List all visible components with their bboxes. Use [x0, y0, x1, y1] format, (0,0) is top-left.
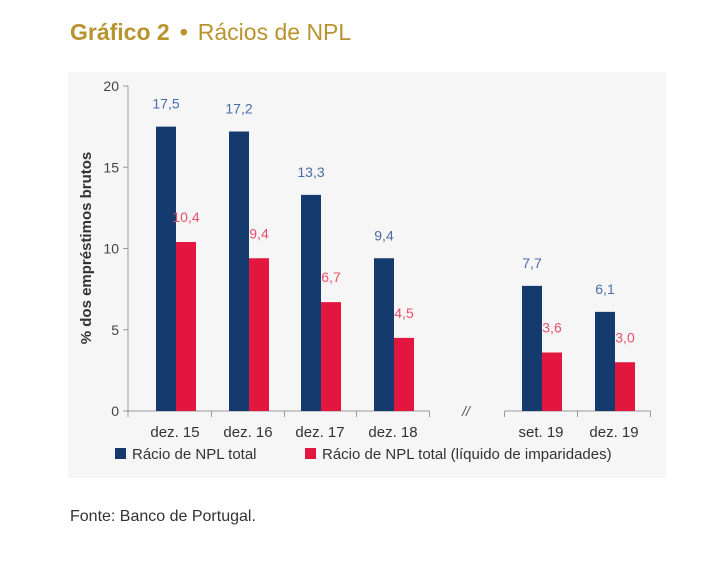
- bar-npl-net: [249, 258, 269, 411]
- legend-label-npl-net: Rácio de NPL total (líquido de imparidad…: [322, 446, 612, 463]
- data-label-npl-total: 17,5: [152, 96, 179, 112]
- bar-npl-net: [615, 362, 635, 411]
- source-note: Fonte: Banco de Portugal.: [70, 508, 256, 525]
- y-tick-label: 5: [111, 322, 119, 338]
- data-label-npl-total: 7,7: [522, 255, 542, 271]
- data-label-npl-net: 3,6: [542, 320, 562, 336]
- figure-number: Gráfico 2: [70, 19, 170, 45]
- figure-title-text: Rácios de NPL: [197, 19, 352, 45]
- axis-break-mark: //: [461, 403, 472, 419]
- data-label-npl-total: 6,1: [595, 281, 615, 297]
- x-tick-label: dez. 18: [368, 424, 417, 441]
- y-tick-label: 10: [103, 241, 119, 257]
- y-tick-label: 0: [111, 403, 119, 419]
- bar-npl-total: [156, 126, 176, 411]
- legend-swatch-npl-net: [305, 448, 316, 459]
- y-tick-label: 15: [103, 159, 119, 175]
- y-tick-label: 20: [103, 78, 119, 94]
- legend-swatch-npl-total: [115, 448, 126, 459]
- x-tick-label: dez. 15: [150, 424, 199, 441]
- y-axis-title: % dos empréstimos brutos: [78, 152, 95, 345]
- data-label-npl-net: 3,0: [615, 329, 635, 345]
- title-separator: •: [179, 19, 188, 45]
- data-label-npl-total: 13,3: [297, 164, 324, 180]
- data-label-npl-net: 9,4: [249, 225, 269, 241]
- bar-npl-total: [522, 285, 542, 411]
- data-label-npl-net: 6,7: [321, 269, 341, 285]
- data-label-npl-total: 9,4: [374, 227, 394, 243]
- x-tick-label: dez. 16: [223, 424, 272, 441]
- bar-npl-total: [595, 311, 615, 411]
- x-tick-label: set. 19: [518, 424, 563, 441]
- data-label-npl-net: 4,5: [394, 305, 414, 321]
- x-tick-label: dez. 17: [295, 424, 344, 441]
- bar-npl-net: [321, 302, 341, 411]
- bar-npl-total: [229, 131, 249, 411]
- x-tick-label: dez. 19: [589, 424, 638, 441]
- legend-label-npl-total: Rácio de NPL total: [132, 446, 257, 463]
- bar-npl-net: [394, 337, 414, 411]
- data-label-npl-net: 10,4: [172, 209, 199, 225]
- data-label-npl-total: 17,2: [225, 101, 252, 117]
- bar-npl-total: [301, 194, 321, 411]
- bar-npl-net: [542, 352, 562, 411]
- figure-title: Gráfico 2 • Rácios de NPL: [70, 16, 351, 48]
- bar-npl-net: [176, 242, 196, 411]
- bar-npl-total: [374, 258, 394, 411]
